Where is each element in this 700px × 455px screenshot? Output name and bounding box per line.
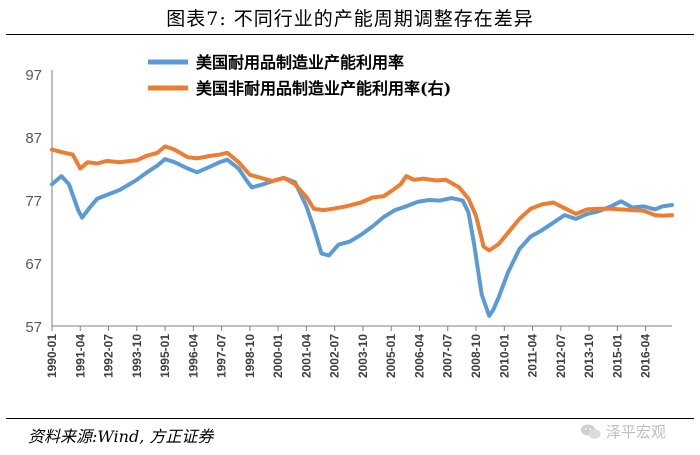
watermark-text: 泽平宏观 [606,423,667,441]
x-tick-label: 2015-01 [610,334,624,378]
x-tick-label: 1992-07 [102,334,116,378]
x-tick-label: 2007-07 [441,334,455,378]
watermark: 泽平宏观 [580,421,666,442]
x-tick-label: 2003-10 [356,334,370,378]
series-line-1 [50,157,674,318]
x-tick-label: 2001-04 [299,334,313,378]
source-note: 资料来源:Wind, 方正证券 [28,427,214,446]
x-tick-label: 1998-10 [243,334,257,378]
y-tick-label: 57 [25,319,42,336]
x-tick-label: 2012-07 [554,334,568,378]
x-tick-label: 2002-07 [328,334,342,378]
series-line-2 [50,144,674,253]
legend-label-2: 美国非耐用品制造业产能利用率(右) [196,79,451,98]
y-tick-label: 97 [25,67,42,84]
top-rule [6,34,694,35]
y-tick-label: 87 [25,130,42,147]
figure-title: 图表7: 不同行业的产能周期调整存在差异 [166,8,534,30]
legend-label-1: 美国耐用品制造业产能利用率 [196,53,404,72]
x-tick-label: 2016-04 [639,334,653,378]
x-tick-label: 1990-01 [45,334,59,378]
x-tick-label: 2010-01 [497,334,511,378]
line-chart: 57 67 77 87 97 1990-01 1991-04 1992-07 1993-10 19… [25,53,674,378]
x-tick-label: 2011-04 [526,334,540,378]
x-tick-label: 2006-04 [412,334,426,378]
x-tick-label: 2013-10 [582,334,596,378]
x-tick-label: 1996-04 [186,334,200,378]
x-tick-label: 2005-01 [384,334,398,378]
x-tick-label: 1997-07 [215,334,229,378]
y-tick-label: 77 [25,193,42,210]
x-tick-label: 2000-01 [271,334,285,378]
x-tick-label: 2008-10 [469,334,483,378]
x-tick-label: 1995-01 [158,334,172,378]
bottom-rule [6,418,694,419]
wechat-icon [581,424,601,439]
x-tick-label: 1993-10 [130,334,144,378]
x-tick-label: 1991-04 [73,334,87,378]
y-tick-label: 67 [25,256,42,273]
